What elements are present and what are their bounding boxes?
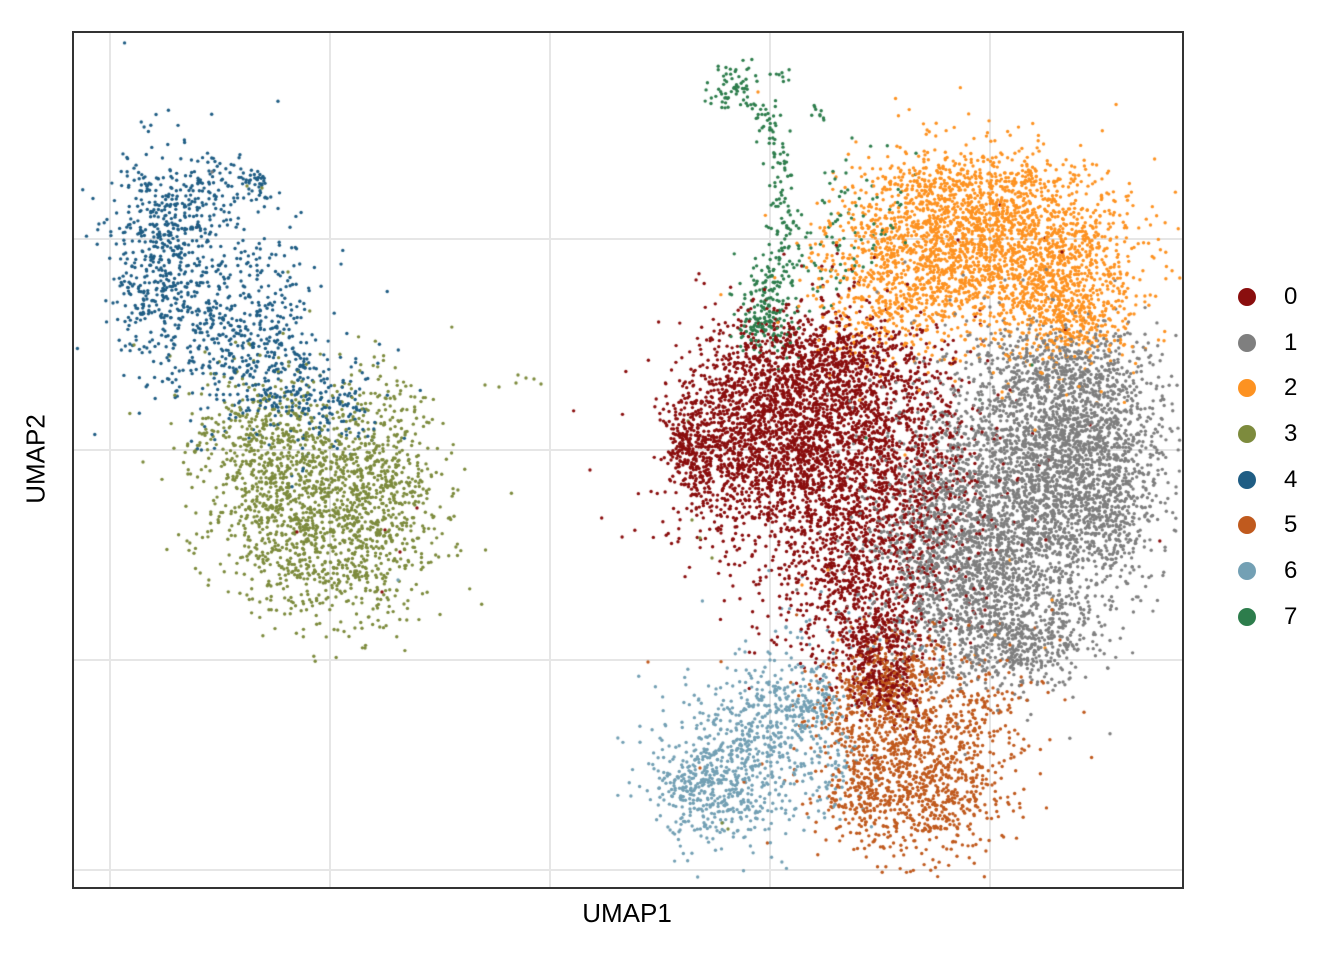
y-axis-label: UMAP2 [20,414,51,504]
legend-label-3: 3 [1284,419,1298,447]
legend: 0 1 2 3 4 5 6 7 [1238,274,1297,640]
legend-item-5: 5 [1238,502,1297,548]
legend-swatch-5 [1238,516,1256,535]
legend-label-4: 4 [1284,465,1298,493]
legend-label-7: 7 [1284,602,1298,630]
legend-swatch-0 [1238,287,1256,306]
legend-swatch-6 [1238,561,1256,580]
legend-item-1: 1 [1238,320,1297,366]
legend-swatch-1 [1238,333,1256,352]
legend-label-5: 5 [1284,511,1298,539]
legend-label-0: 0 [1284,282,1298,310]
legend-label-2: 2 [1284,374,1298,402]
legend-item-2: 2 [1238,365,1297,411]
legend-label-1: 1 [1284,328,1298,356]
legend-item-6: 6 [1238,548,1297,594]
x-axis-label: UMAP1 [582,898,672,928]
legend-swatch-7 [1238,607,1256,626]
legend-item-7: 7 [1238,594,1297,640]
legend-swatch-2 [1238,379,1256,398]
legend-swatch-3 [1238,424,1256,443]
scatter-canvas [72,31,1184,889]
legend-item-4: 4 [1238,457,1297,503]
legend-label-6: 6 [1284,556,1298,584]
legend-swatch-4 [1238,470,1256,489]
legend-item-0: 0 [1238,274,1297,320]
legend-item-3: 3 [1238,411,1297,457]
